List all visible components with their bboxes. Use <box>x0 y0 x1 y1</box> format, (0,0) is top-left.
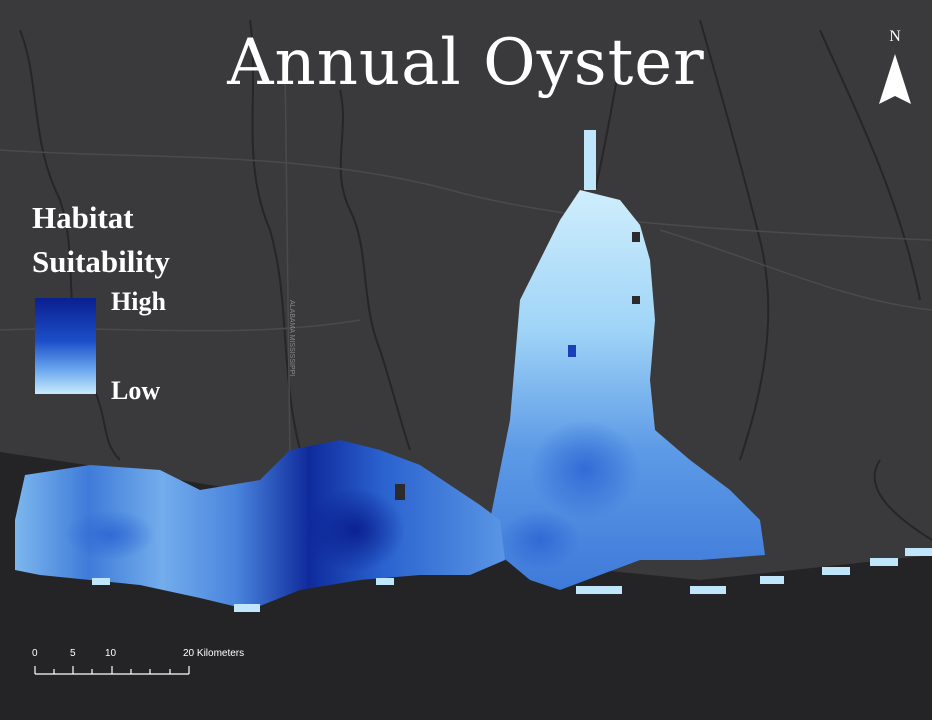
mid-suitability-core-mouth <box>500 510 580 570</box>
barrier-island-cells <box>92 548 932 612</box>
mid-suitability-core-west <box>65 510 155 560</box>
high-suitability-core <box>305 488 405 572</box>
legend-title: Habitat Suitability <box>32 196 232 284</box>
land-gaps <box>395 232 640 500</box>
legend-high-label: High <box>111 287 166 316</box>
scale-bar: 0 5 10 20 Kilometers <box>28 648 268 678</box>
road-label: ALABAMA MISSISSIPPI <box>288 300 295 376</box>
legend-color-ramp <box>35 298 96 394</box>
legend-title-line2: Suitability <box>32 244 170 279</box>
suitability-delta <box>584 130 596 190</box>
legend-title-line1: Habitat <box>32 200 134 235</box>
legend-low-label: Low <box>111 376 161 405</box>
mid-suitability-core-bay <box>530 420 640 520</box>
map-title: Annual Oyster <box>227 26 705 100</box>
north-arrow-icon <box>879 54 911 104</box>
scale-tick-5: 5 <box>70 648 76 659</box>
suitability-sound <box>15 440 505 610</box>
scale-tick-10: 10 <box>105 648 117 659</box>
scale-tick-20: 20 Kilometers <box>183 648 245 659</box>
north-arrow: N <box>874 28 916 108</box>
scale-tick-0: 0 <box>32 648 38 659</box>
north-letter: N <box>889 28 901 45</box>
scale-bar-line <box>34 666 190 675</box>
high-cell <box>568 345 576 357</box>
